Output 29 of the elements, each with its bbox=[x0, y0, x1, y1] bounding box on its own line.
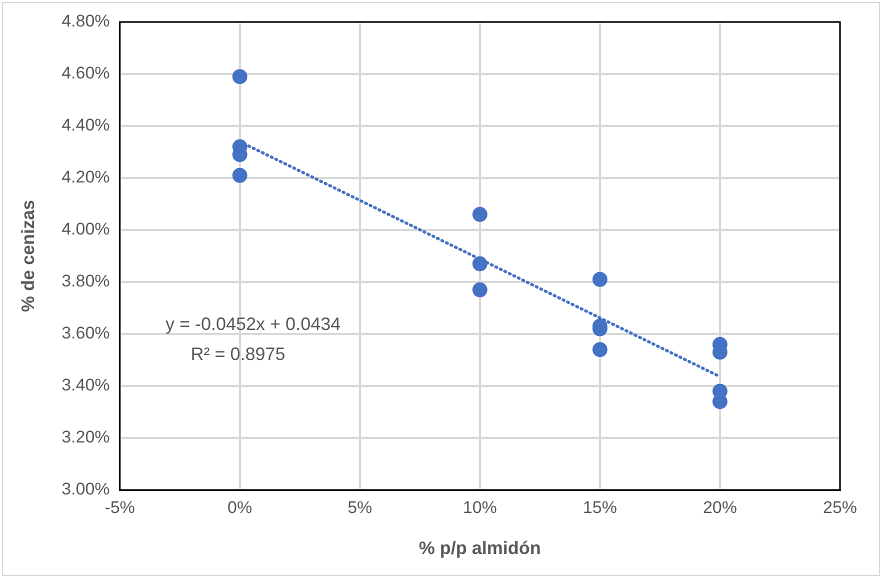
x-axis-title: % p/p almidón bbox=[418, 538, 541, 558]
annotation: R² = 0.8975 bbox=[190, 344, 286, 364]
point bbox=[712, 394, 728, 410]
y-tick-label: 4.80% bbox=[62, 12, 110, 31]
x-tick-label: 25% bbox=[822, 498, 858, 517]
x-tick-label: 20% bbox=[702, 498, 737, 517]
y-tick-label: 3.20% bbox=[62, 428, 110, 447]
point bbox=[232, 69, 248, 84]
y-tick-label: 4.60% bbox=[62, 64, 110, 83]
y-tick-label: 3.00% bbox=[62, 480, 110, 499]
point bbox=[472, 206, 488, 222]
point bbox=[472, 256, 488, 272]
x-tick-label: 10% bbox=[462, 498, 497, 517]
point bbox=[592, 342, 608, 358]
x-tick-label: 0% bbox=[228, 498, 252, 517]
y-tick-label: 3.60% bbox=[62, 324, 110, 343]
point bbox=[472, 282, 488, 298]
x-tick-label: 15% bbox=[582, 498, 617, 517]
y-tick-label: 3.80% bbox=[62, 272, 110, 291]
point bbox=[592, 272, 608, 287]
y-tick-label: 4.40% bbox=[62, 116, 110, 135]
annotation: y = -0.0452x + 0.0434 bbox=[165, 314, 341, 334]
x-tick-label: -5% bbox=[104, 498, 135, 517]
y-tick-label: 4.00% bbox=[62, 220, 110, 239]
y-axis-title: % de cenizas bbox=[18, 200, 38, 312]
point bbox=[232, 168, 248, 183]
y-tick-label: 4.20% bbox=[62, 168, 110, 187]
y-tick-label: 3.40% bbox=[62, 376, 110, 395]
x-tick-label: 5% bbox=[348, 498, 372, 517]
